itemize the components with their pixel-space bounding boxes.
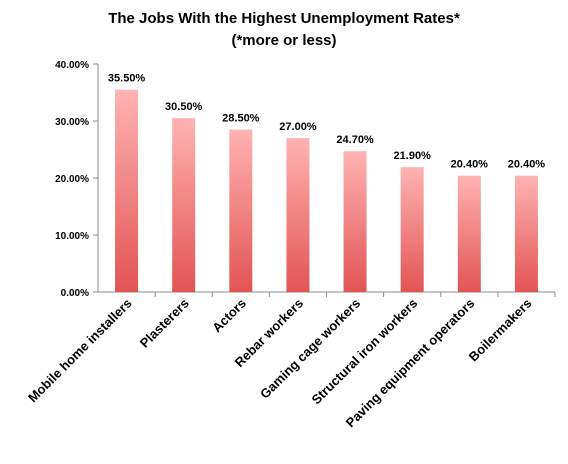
data-label: 21.90% (394, 150, 432, 162)
bar (457, 175, 481, 292)
data-label: 35.50% (108, 73, 146, 85)
data-label: 27.00% (279, 121, 317, 133)
y-tick-label: 0.00% (61, 288, 89, 299)
data-label: 20.40% (508, 159, 546, 171)
y-tick-label: 30.00% (55, 117, 89, 128)
bar (115, 89, 139, 293)
category-label: Gaming cage workers (257, 296, 363, 402)
bar (286, 138, 310, 292)
data-label: 30.50% (165, 101, 203, 113)
bar (343, 151, 367, 292)
bar (514, 175, 538, 292)
bar (172, 118, 196, 293)
data-label: 20.40% (451, 159, 489, 171)
bar (400, 167, 424, 292)
y-tick-label: 40.00% (55, 60, 89, 71)
chart-title-line-2: (*more or less) (231, 32, 337, 49)
category-label: Actors (209, 296, 249, 336)
category-label: Mobile home installers (25, 296, 135, 406)
category-label: Structural iron workers (309, 296, 421, 408)
bar (229, 129, 253, 292)
y-tick-label: 10.00% (55, 231, 89, 242)
chart-title: The Jobs With the Highest Unemployment R… (0, 8, 568, 52)
category-label: Plasterers (137, 296, 192, 351)
data-label: 24.70% (336, 134, 374, 146)
chart-title-line-1: The Jobs With the Highest Unemployment R… (108, 10, 460, 27)
data-label: 28.50% (222, 113, 260, 125)
y-tick-label: 20.00% (55, 174, 89, 185)
